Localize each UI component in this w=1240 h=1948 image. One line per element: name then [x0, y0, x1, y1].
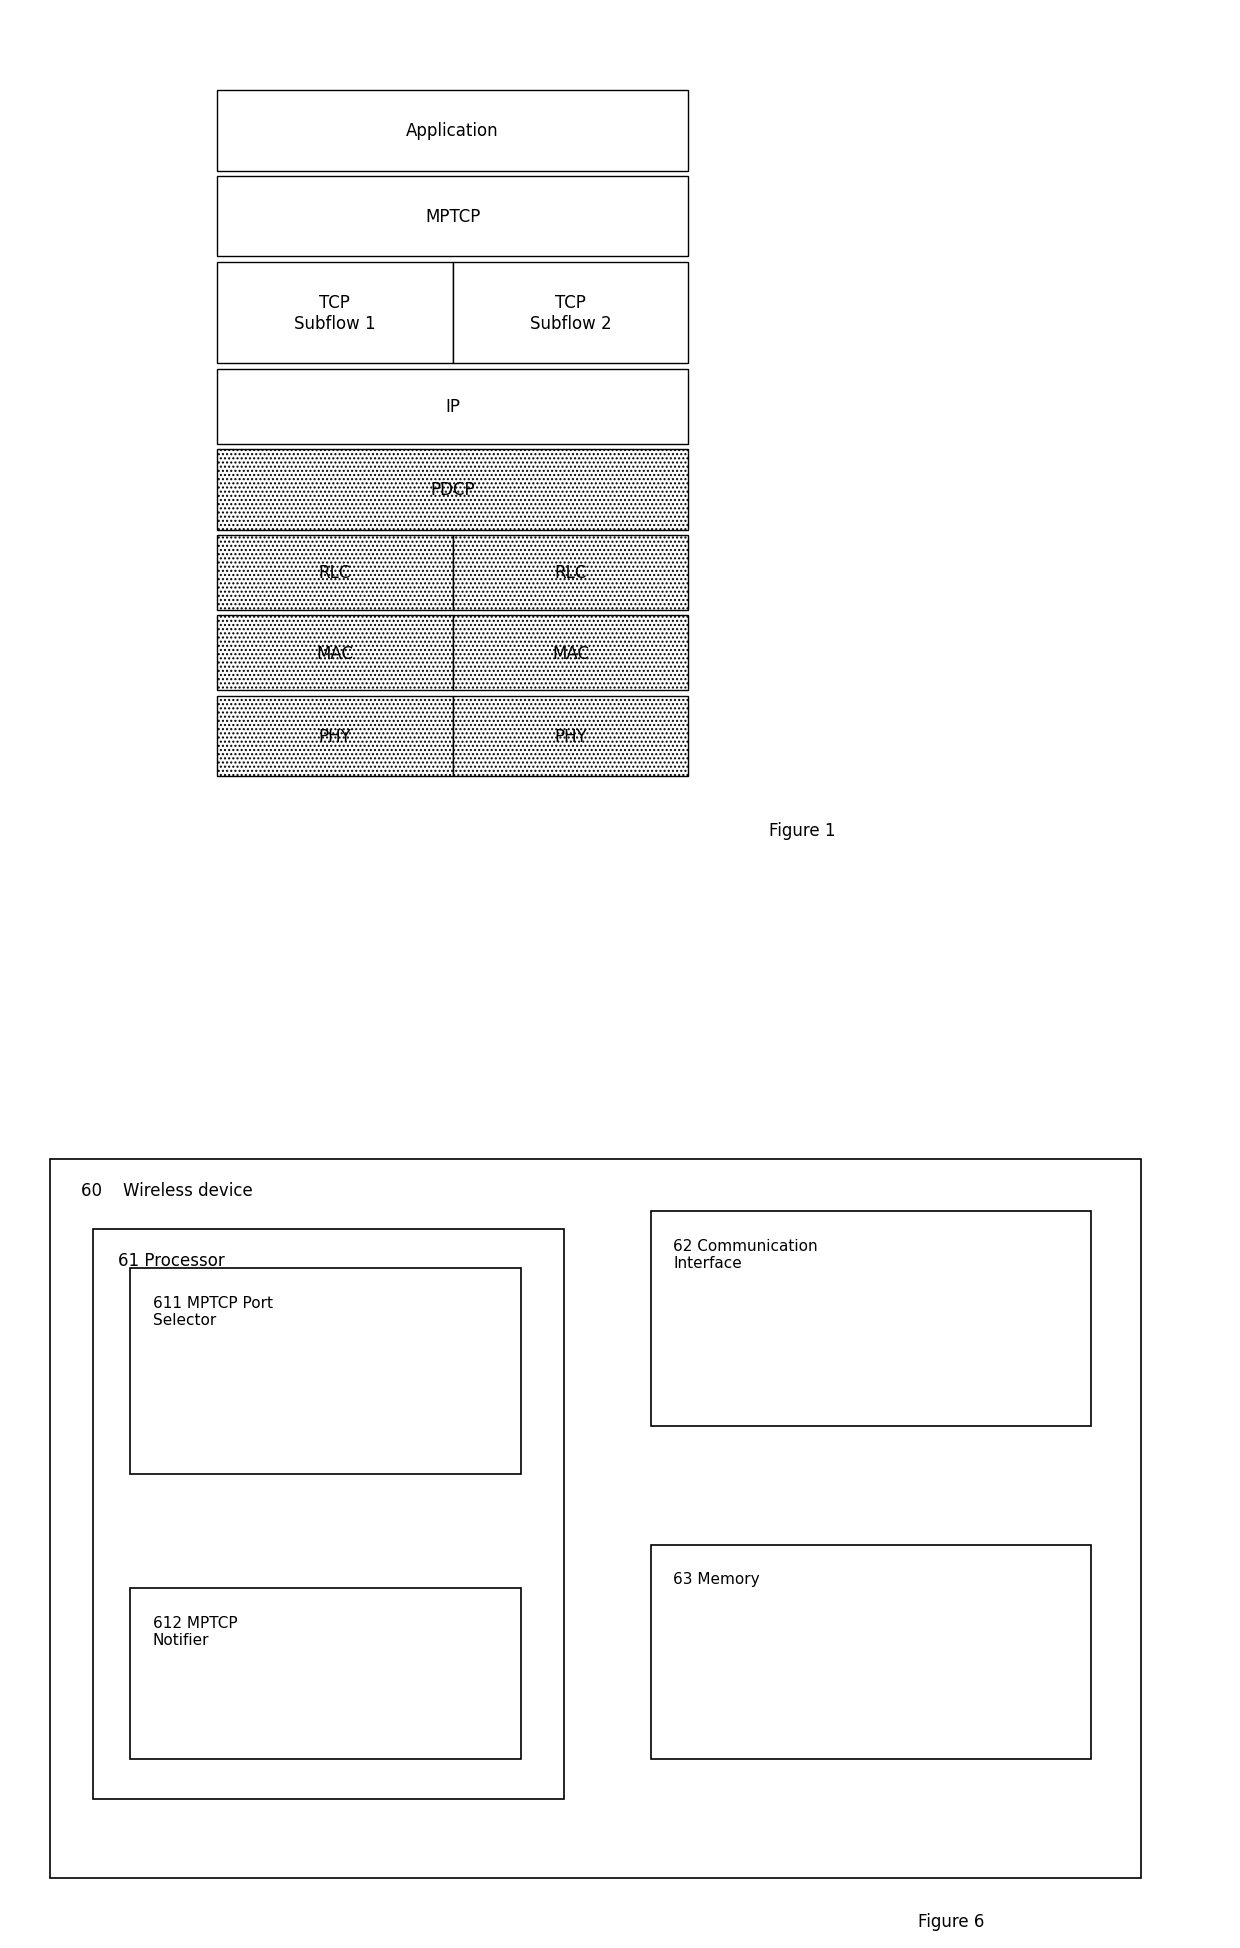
Bar [217, 450, 688, 530]
Text: Figure 1: Figure 1 [769, 822, 836, 840]
Text: TCP
Subflow 1: TCP Subflow 1 [294, 294, 376, 333]
Bar [651, 1545, 1091, 1759]
Text: MPTCP: MPTCP [425, 208, 480, 226]
Text: PHY: PHY [319, 729, 351, 746]
Text: 63 Memory: 63 Memory [673, 1570, 760, 1586]
Bar [50, 1159, 1141, 1878]
Text: TCP
Subflow 2: TCP Subflow 2 [529, 294, 611, 333]
Text: Figure 6: Figure 6 [918, 1913, 985, 1930]
Bar [217, 263, 453, 364]
Text: PHY: PHY [554, 729, 587, 746]
Bar [217, 177, 688, 257]
Bar [217, 536, 453, 610]
Text: RLC: RLC [554, 565, 587, 582]
Text: Application: Application [407, 123, 498, 140]
Bar [453, 263, 688, 364]
Bar [453, 536, 688, 610]
Bar [93, 1229, 564, 1800]
Text: MAC: MAC [316, 645, 353, 662]
Bar [130, 1588, 521, 1759]
Text: 61 Processor: 61 Processor [118, 1251, 224, 1268]
Text: 611 MPTCP Port
Selector: 611 MPTCP Port Selector [153, 1295, 273, 1327]
Bar [217, 616, 453, 692]
Bar [453, 616, 688, 692]
Text: IP: IP [445, 397, 460, 417]
Text: 612 MPTCP
Notifier: 612 MPTCP Notifier [153, 1615, 237, 1648]
Bar [217, 370, 688, 444]
Text: RLC: RLC [319, 565, 351, 582]
Bar [217, 695, 453, 777]
Bar [130, 1268, 521, 1475]
Bar [217, 92, 688, 171]
Text: 60    Wireless device: 60 Wireless device [81, 1180, 253, 1198]
Text: PDCP: PDCP [430, 481, 475, 499]
Bar [651, 1212, 1091, 1426]
Text: MAC: MAC [552, 645, 589, 662]
Bar [453, 695, 688, 777]
Text: 62 Communication
Interface: 62 Communication Interface [673, 1239, 818, 1270]
